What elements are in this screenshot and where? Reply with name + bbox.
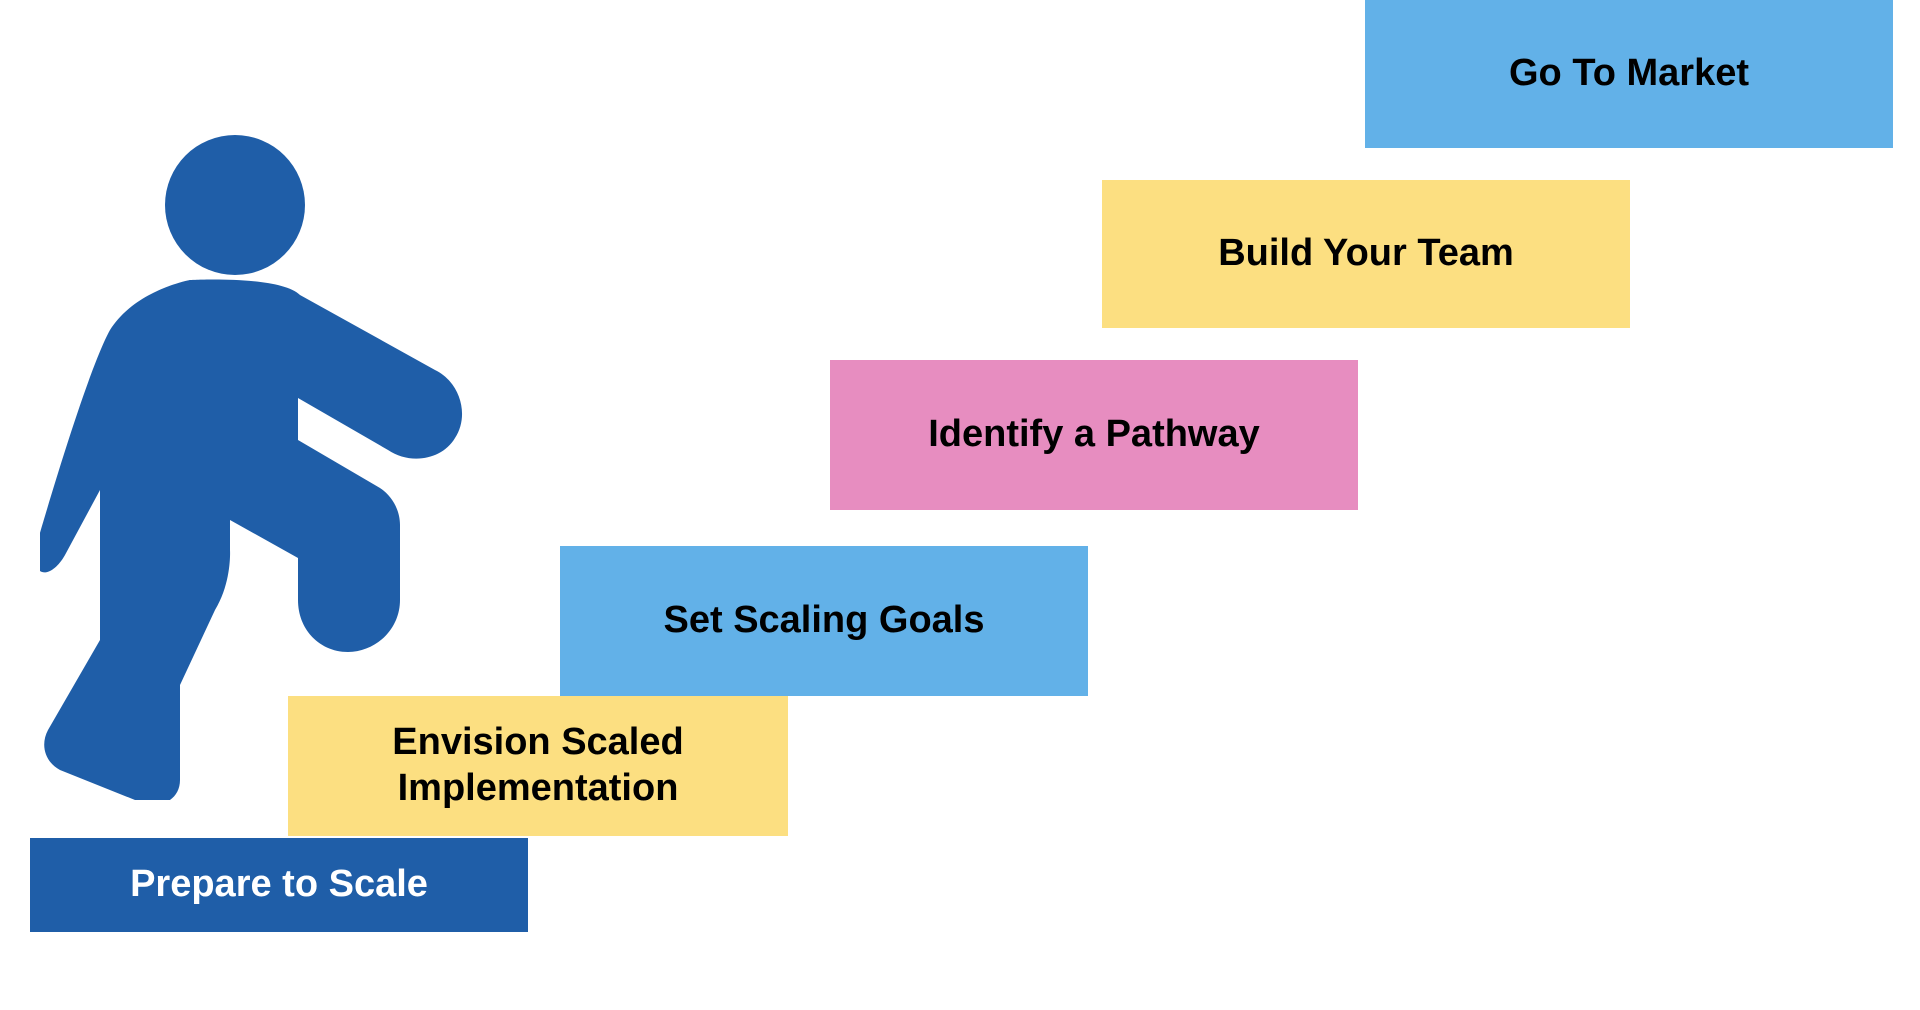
step-pathway: Identify a Pathway bbox=[830, 360, 1358, 510]
step-pathway-label: Identify a Pathway bbox=[928, 412, 1260, 458]
step-goals: Set Scaling Goals bbox=[560, 546, 1088, 696]
diagram-stage: Prepare to Scale Envision Scaled Implemen… bbox=[0, 0, 1920, 1010]
step-prepare: Prepare to Scale bbox=[30, 838, 528, 932]
step-prepare-label: Prepare to Scale bbox=[130, 862, 428, 908]
step-envision: Envision Scaled Implementation bbox=[288, 696, 788, 836]
step-market: Go To Market bbox=[1365, 0, 1893, 148]
step-goals-label: Set Scaling Goals bbox=[664, 598, 985, 644]
step-team: Build Your Team bbox=[1102, 180, 1630, 328]
step-market-label: Go To Market bbox=[1509, 51, 1749, 97]
step-team-label: Build Your Team bbox=[1218, 231, 1514, 277]
step-envision-label: Envision Scaled Implementation bbox=[308, 720, 768, 811]
